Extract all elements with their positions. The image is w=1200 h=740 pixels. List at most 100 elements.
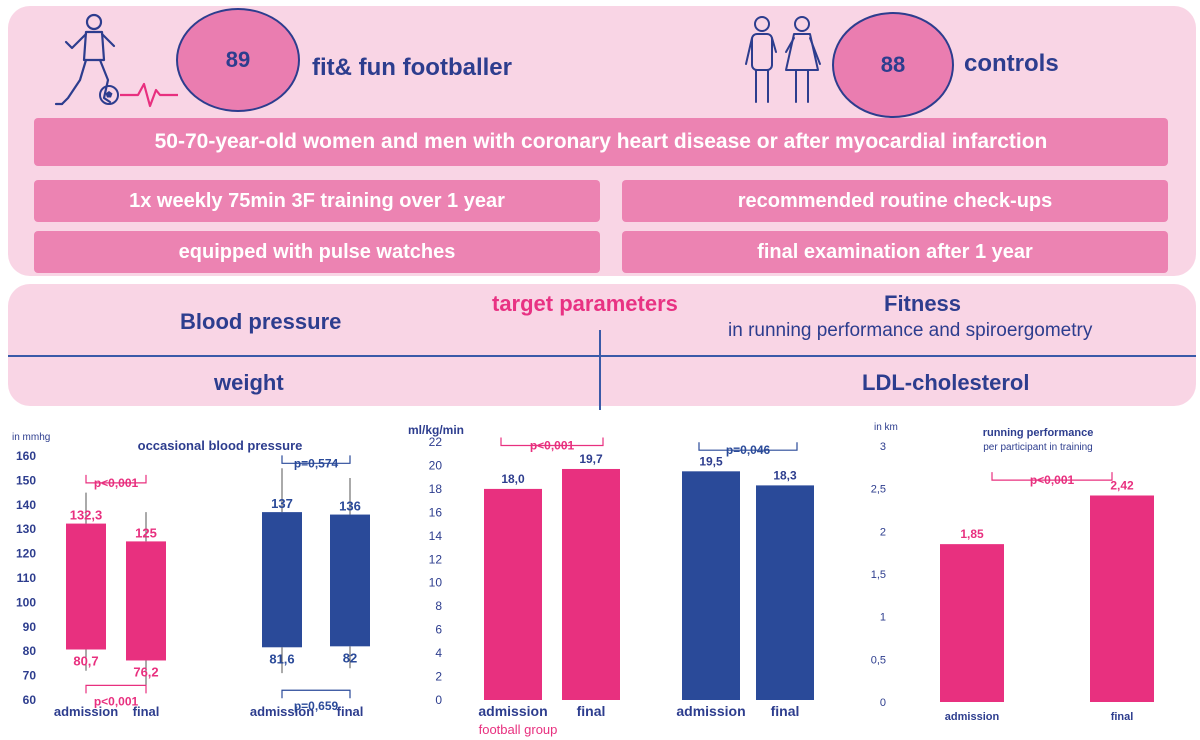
bp-bar: [330, 514, 370, 647]
y-tick-label: 2: [880, 526, 886, 538]
target-parameters-title: target parameters: [492, 291, 678, 316]
y-tick-label: 80: [23, 644, 37, 658]
p-value-label: p<0,001: [530, 439, 575, 453]
running-bar: [1090, 495, 1154, 702]
significance-bracket: [85, 474, 147, 484]
y-tick-label: 90: [23, 620, 37, 634]
y-tick-label: 160: [16, 449, 36, 463]
bar-value-label: 2,42: [1110, 478, 1134, 492]
bp-ylabel: in mmhg: [12, 432, 50, 443]
vo2-bar: [756, 485, 814, 700]
y-tick-label: 1,5: [871, 569, 886, 581]
y-tick-label: 70: [23, 669, 37, 683]
ldl-label: LDL-cholesterol: [862, 370, 1030, 395]
y-tick-label: 3: [880, 441, 886, 453]
y-tick-label: 4: [435, 646, 442, 660]
bar-value-label: 1,85: [960, 527, 984, 541]
y-tick-label: 18: [429, 482, 443, 496]
y-tick-label: 12: [429, 552, 443, 566]
significance-bracket: [281, 689, 351, 699]
run-title: running performance: [983, 427, 1094, 439]
bar-value-label: 18,0: [501, 472, 525, 486]
p-value-label: p=0,659: [294, 699, 339, 713]
y-tick-label: 130: [16, 522, 36, 536]
heartbeat-icon: [120, 82, 178, 108]
y-tick-label: 8: [435, 599, 442, 613]
y-tick-label: 6: [435, 623, 442, 637]
p-value-label: p=0,046: [726, 443, 771, 457]
y-tick-label: 10: [429, 576, 443, 590]
significance-bracket: [991, 472, 1113, 481]
run-subtitle: per participant in training: [983, 442, 1093, 453]
p-value-label: p=0,574: [294, 456, 339, 470]
significance-bracket: [500, 437, 604, 447]
football-count: 89: [225, 47, 251, 72]
bar-value-label: 18,3: [773, 468, 797, 482]
fitness-subtitle: in running performance and spiroergometr…: [728, 320, 1093, 341]
x-category-label: final: [133, 704, 160, 719]
blood-pressure-label: Blood pressure: [180, 309, 342, 334]
significance-bracket: [698, 442, 798, 451]
y-tick-label: 0: [880, 697, 886, 709]
y-tick-label: 110: [17, 571, 37, 585]
final-exam-bar: final examination after 1 year: [622, 231, 1168, 273]
vo2-group-label: football group: [479, 722, 558, 737]
target-parameters-panel: [8, 284, 1196, 406]
bar-top-label: 137: [271, 496, 293, 511]
run-ylabel: in km: [874, 422, 898, 433]
horizontal-divider: [8, 355, 1196, 357]
p-value-label: p<0,001: [94, 694, 139, 708]
y-tick-label: 22: [429, 435, 443, 449]
x-category-label: final: [577, 703, 606, 719]
bar-bottom-label: 76,2: [133, 664, 158, 679]
x-category-label: admission: [945, 711, 1000, 723]
vo2-bar: [682, 471, 740, 700]
vo2-ylabel: ml/kg/min: [408, 423, 464, 437]
running-bar: [940, 544, 1004, 702]
y-tick-label: 20: [429, 458, 443, 472]
y-tick-label: 120: [16, 547, 36, 561]
y-tick-label: 1: [880, 612, 886, 624]
p-value-label: p<0,001: [94, 476, 139, 490]
football-count-circle: 89: [176, 8, 300, 112]
blood-pressure-chart: in mmhg occasional blood pressure 60 70 80…: [12, 432, 370, 719]
vertical-divider: [599, 330, 601, 410]
bar-top-label: 136: [339, 499, 361, 514]
weight-label: weight: [214, 370, 284, 395]
bp-bar: [262, 512, 302, 648]
pulse-bar: equipped with pulse watches: [34, 231, 600, 273]
training-bar: 1x weekly 75min 3F training over 1 year: [34, 180, 600, 222]
x-category-label: final: [1111, 711, 1134, 723]
bar-bottom-label: 82: [343, 650, 357, 665]
y-tick-label: 140: [16, 498, 36, 512]
vo2-bar: [562, 468, 620, 700]
x-category-label: admission: [250, 704, 314, 719]
bar-top-label: 132,3: [70, 508, 103, 523]
significance-bracket: [281, 455, 351, 464]
bar-value-label: 19,7: [579, 452, 603, 466]
bp-title: occasional blood pressure: [138, 438, 303, 453]
x-category-label: admission: [676, 703, 745, 719]
couple-icon: [745, 16, 821, 103]
y-tick-label: 100: [16, 595, 36, 609]
x-category-label: admission: [54, 704, 118, 719]
population-bar: 50-70-year-old women and men with corona…: [34, 118, 1168, 166]
y-tick-label: 0,5: [871, 654, 886, 666]
bar-value-label: 19,5: [699, 454, 723, 468]
x-category-label: final: [771, 703, 800, 719]
control-count: 88: [880, 52, 906, 77]
vo2-bar: [484, 488, 542, 700]
control-count-circle: 88: [832, 12, 954, 118]
y-tick-label: 2: [435, 670, 442, 684]
bp-bar: [66, 523, 106, 650]
bp-bar: [126, 541, 166, 661]
vo2-chart: ml/kg/min 0 2 4 6 8 10 12 14 16 18 20 22 18,0 19,7 19…: [408, 423, 814, 737]
bar-bottom-label: 81,6: [269, 651, 294, 666]
fitness-label: Fitness: [884, 291, 962, 316]
y-tick-label: 0: [435, 693, 442, 707]
footballer-icon: [54, 13, 116, 106]
running-chart: in km running performance per participan…: [871, 422, 1154, 723]
bar-top-label: 125: [135, 525, 157, 540]
y-tick-label: 16: [429, 505, 443, 519]
y-tick-label: 150: [16, 473, 36, 487]
